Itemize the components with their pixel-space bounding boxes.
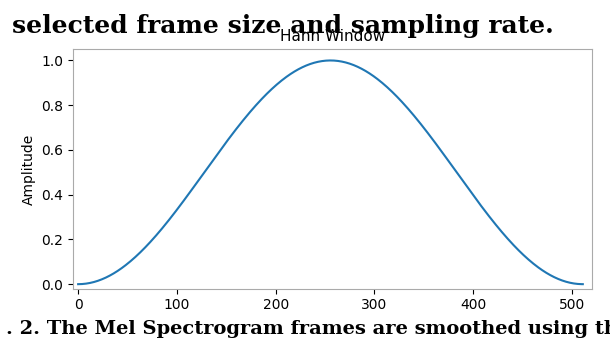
Title: Hann Window: Hann Window: [280, 29, 385, 44]
Text: selected frame size and sampling rate.: selected frame size and sampling rate.: [12, 14, 554, 38]
Text: . 2. The Mel Spectrogram frames are smoothed using the Hann funct: . 2. The Mel Spectrogram frames are smoo…: [6, 320, 610, 338]
Y-axis label: Amplitude: Amplitude: [22, 133, 36, 205]
